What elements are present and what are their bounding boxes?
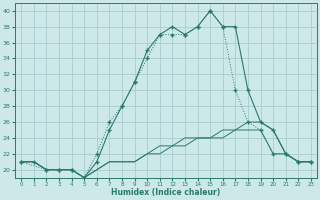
X-axis label: Humidex (Indice chaleur): Humidex (Indice chaleur)	[111, 188, 221, 197]
